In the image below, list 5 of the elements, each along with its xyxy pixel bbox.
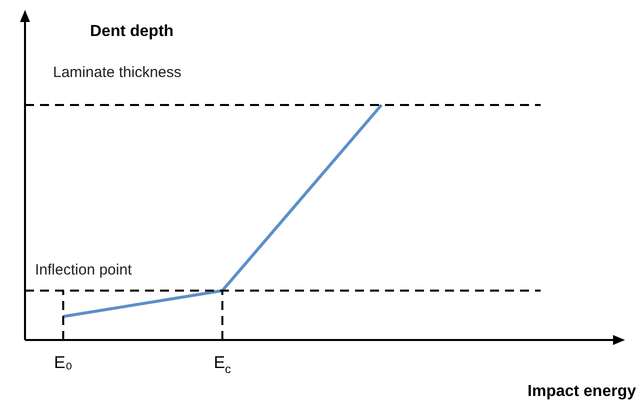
y-axis-title: Dent depth <box>90 23 174 40</box>
ref-line-label: Inflection point <box>35 262 133 279</box>
ref-line-label: Laminate thickness <box>53 64 182 81</box>
x-tick-label: E₀ <box>54 353 72 372</box>
x-axis-title: Impact energy <box>528 383 636 400</box>
